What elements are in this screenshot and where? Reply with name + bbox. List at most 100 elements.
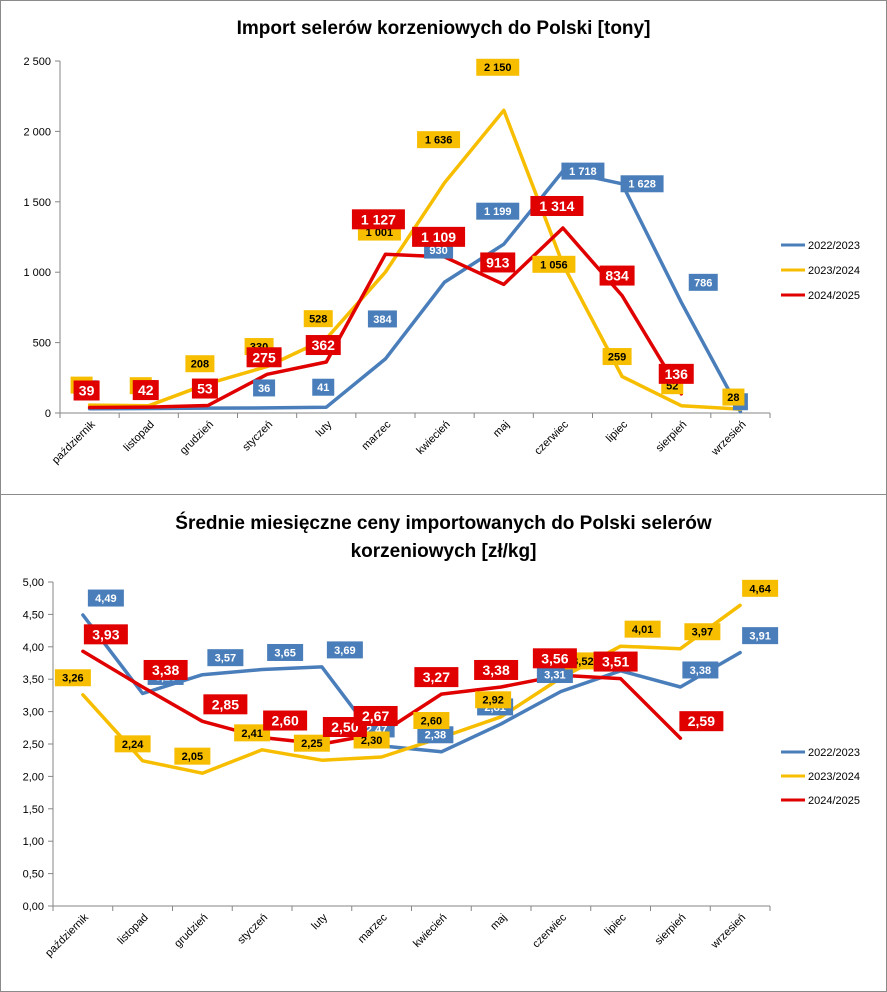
data-label-box: [593, 651, 638, 672]
data-label: 2,92: [475, 691, 512, 709]
data-label: 1 199: [476, 202, 520, 220]
data-label-box: [722, 388, 745, 406]
data-label-text: 2,25: [301, 738, 322, 750]
y-tick-label: 1 000: [23, 267, 51, 279]
data-label-text: 1 056: [540, 259, 568, 271]
data-label: 2,41: [234, 724, 271, 742]
legend-label: 2024/2025: [808, 795, 860, 807]
data-label: 275: [246, 347, 282, 368]
x-tick-label: wrzesień: [708, 912, 748, 952]
data-label-text: 2,67: [362, 708, 389, 724]
data-label-box: [246, 347, 282, 368]
data-label-box: [87, 589, 124, 607]
data-label-text: 1 628: [628, 179, 656, 191]
data-label-box: [234, 724, 271, 742]
y-tick-label: 500: [33, 338, 51, 350]
x-tick-label: lipiec: [604, 418, 631, 445]
data-label: 28: [722, 388, 745, 406]
data-label-box: [326, 641, 363, 659]
chart-title-prices-line1: Średnie miesięczne ceny importowanych do…: [175, 513, 712, 534]
data-label-text: 2,60: [272, 713, 299, 729]
data-label: 2,60: [413, 712, 450, 730]
data-label-box: [602, 348, 632, 366]
data-label-text: 930: [429, 245, 447, 257]
data-label-text: 3,27: [423, 669, 450, 685]
data-label-box: [476, 202, 520, 220]
data-label: 913: [480, 252, 516, 273]
y-tick-label: 4,00: [23, 642, 44, 654]
x-tick-label: kwiecień: [411, 912, 449, 950]
data-label-box: [263, 710, 308, 731]
x-tick-label: wrzesień: [709, 419, 749, 459]
data-label: 4,64: [742, 579, 779, 597]
chart-title-prices: Średnie miesięczne ceny importowanych do…: [0, 510, 887, 566]
data-label: 834: [599, 265, 635, 286]
data-label-box: [532, 255, 576, 273]
data-label-text: 3,51: [602, 654, 629, 670]
data-label-text: 208: [191, 359, 209, 371]
legend-entry: 2022/2023: [781, 240, 860, 252]
data-label: 42: [132, 380, 159, 401]
legend-label: 2024/2025: [808, 290, 860, 302]
x-tick-label: maj: [491, 419, 512, 440]
data-label-box: [688, 273, 718, 291]
data-label-box: [207, 649, 244, 667]
data-label-box: [143, 659, 188, 680]
data-label: 1 628: [620, 175, 664, 193]
data-label: 39: [73, 380, 100, 401]
y-tick-label: 0,00: [23, 901, 44, 913]
x-tick-label: kwiecień: [414, 419, 452, 457]
x-tick-label: październik: [43, 911, 91, 959]
data-label: 2,67: [353, 705, 398, 726]
x-tick-label: czerwiec: [532, 418, 571, 457]
data-label-box: [114, 735, 151, 753]
data-label: 384: [367, 310, 397, 328]
chart-1: 0 500 1 000 1 500 2 000 2 500 październik listo…: [23, 56, 860, 466]
data-label-box: [191, 378, 218, 399]
data-label-text: 2,92: [482, 695, 503, 707]
data-label-text: 28: [727, 392, 739, 404]
data-label-box: [293, 734, 330, 752]
legend-entry: 2024/2025: [781, 795, 860, 807]
data-label-text: 3,57: [215, 653, 236, 665]
data-label: 1 127: [351, 209, 405, 230]
x-tick-label: grudzień: [172, 912, 210, 950]
data-label-text: 275: [252, 349, 276, 365]
data-label-box: [684, 623, 721, 641]
legend-label: 2023/2024: [808, 265, 860, 277]
data-label: 2,25: [293, 734, 330, 752]
data-label-box: [203, 694, 248, 715]
x-tick-label: marzec: [360, 418, 394, 452]
series-line-2023-2024: [81, 603, 742, 775]
data-label-text: 528: [309, 314, 327, 326]
x-tick-label: listopad: [115, 912, 150, 947]
data-label-box: [532, 648, 577, 669]
data-label-box: [480, 252, 516, 273]
data-label-text: 2,59: [688, 713, 715, 729]
data-label-box: [267, 643, 304, 661]
data-label-text: 362: [312, 337, 336, 353]
data-label-text: 3,69: [334, 645, 355, 657]
x-tick-label: luty: [309, 911, 330, 932]
data-label: 1 718: [561, 162, 605, 180]
data-label: 2,24: [114, 735, 151, 753]
data-label-text: 834: [605, 268, 629, 284]
data-label: 4,01: [624, 620, 661, 638]
data-label-box: [83, 624, 128, 645]
data-label-text: 3,93: [92, 626, 119, 642]
data-label-text: 1 718: [569, 166, 597, 178]
data-label-box: [536, 666, 573, 684]
data-label-text: 2,24: [122, 739, 144, 751]
data-label: 2,05: [174, 747, 211, 765]
data-label: 3,65: [267, 643, 304, 661]
data-label: 136: [658, 363, 694, 384]
data-label: 528: [303, 310, 333, 328]
y-tick-label: 4,50: [23, 609, 44, 621]
legend-entry: 2023/2024: [781, 265, 860, 277]
data-label-text: 42: [138, 382, 154, 398]
data-label-box: [54, 669, 91, 687]
data-label-text: 3,26: [62, 673, 83, 685]
data-label: 786: [688, 273, 718, 291]
y-tick-label: 2 500: [23, 56, 51, 68]
series-line-2024-2025: [87, 226, 684, 410]
